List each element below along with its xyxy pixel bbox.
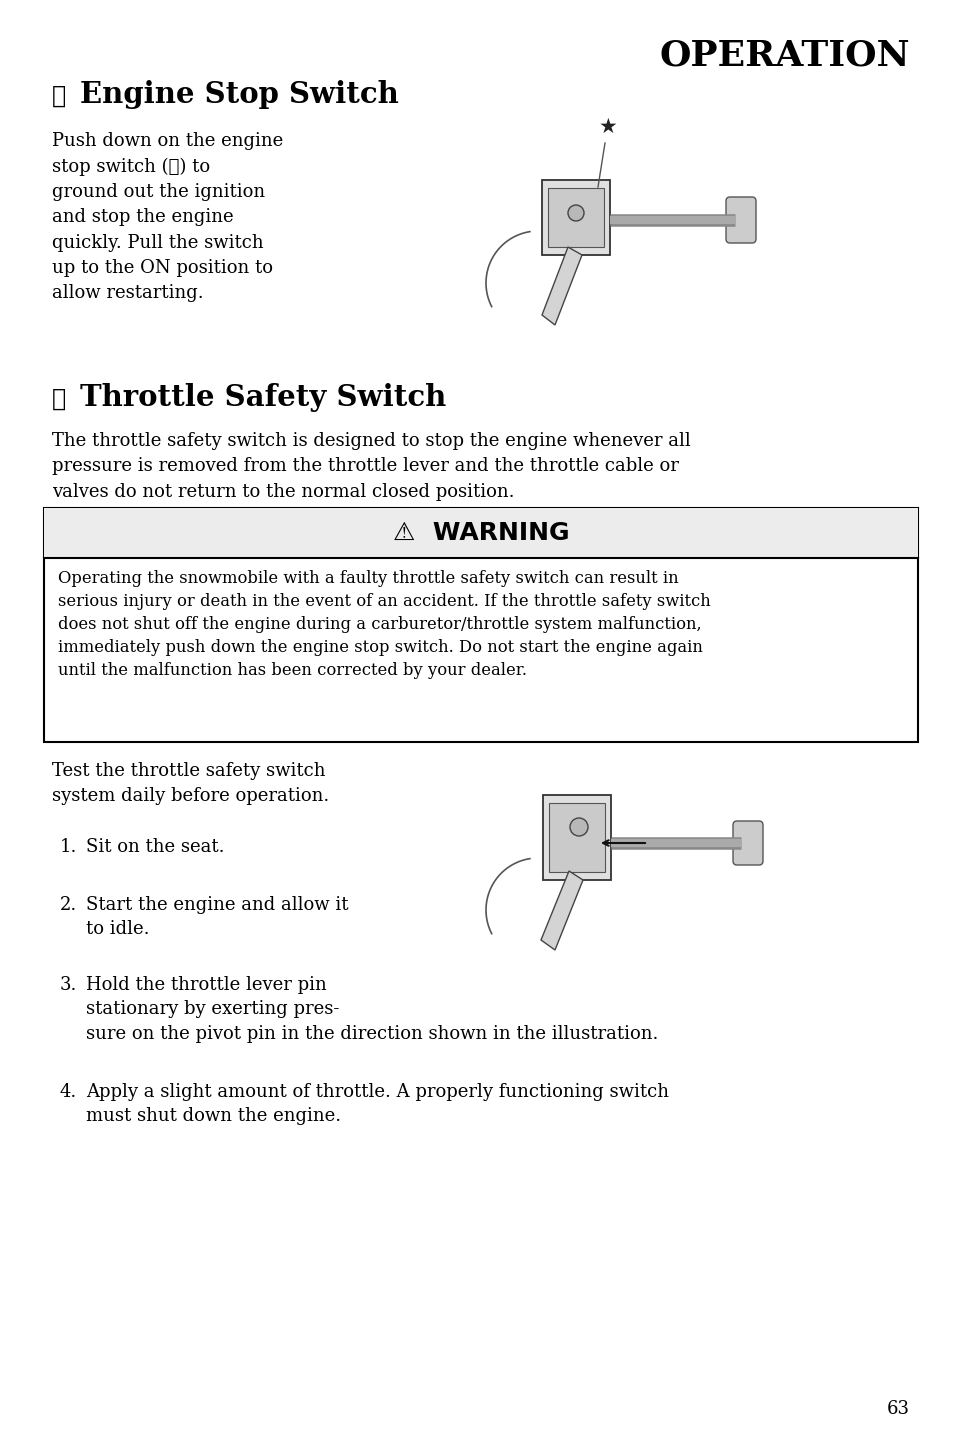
FancyBboxPatch shape [44,507,917,558]
Text: Sit on the seat.: Sit on the seat. [86,838,224,856]
Text: ★: ★ [598,116,617,137]
Text: Apply a slight amount of throttle. A properly functioning switch
must shut down : Apply a slight amount of throttle. A pro… [86,1083,668,1125]
FancyBboxPatch shape [44,507,917,742]
Text: The throttle safety switch is designed to stop the engine whenever all
pressure : The throttle safety switch is designed t… [52,432,690,500]
Text: Engine Stop Switch: Engine Stop Switch [80,80,398,109]
Text: Throttle Safety Switch: Throttle Safety Switch [80,382,446,411]
Text: 3.: 3. [60,976,77,995]
Text: Push down on the engine
stop switch (★) to
ground out the ignition
and stop the : Push down on the engine stop switch (★) … [52,132,283,302]
FancyBboxPatch shape [541,180,609,254]
Text: Hold the throttle lever pin
stationary by exerting pres-
sure on the pivot pin i: Hold the throttle lever pin stationary b… [86,976,658,1043]
FancyBboxPatch shape [542,795,610,880]
Text: 1.: 1. [60,838,77,856]
Text: 63: 63 [886,1400,909,1418]
Polygon shape [541,247,581,326]
Text: Start the engine and allow it
to idle.: Start the engine and allow it to idle. [86,896,348,938]
Polygon shape [540,871,582,949]
Circle shape [569,819,587,836]
Text: Operating the snowmobile with a faulty throttle safety switch can result in
seri: Operating the snowmobile with a faulty t… [58,570,710,679]
Circle shape [567,205,583,221]
FancyBboxPatch shape [732,822,762,865]
FancyBboxPatch shape [725,196,755,243]
Text: Test the throttle safety switch
system daily before operation.: Test the throttle safety switch system d… [52,762,329,806]
Text: ✓: ✓ [52,84,66,108]
FancyBboxPatch shape [547,188,603,247]
Text: ✓: ✓ [52,388,66,411]
Text: OPERATION: OPERATION [659,38,909,73]
Text: 4.: 4. [60,1083,77,1101]
FancyBboxPatch shape [548,803,604,872]
Text: 2.: 2. [60,896,77,915]
Text: ⚠  WARNING: ⚠ WARNING [393,521,569,545]
